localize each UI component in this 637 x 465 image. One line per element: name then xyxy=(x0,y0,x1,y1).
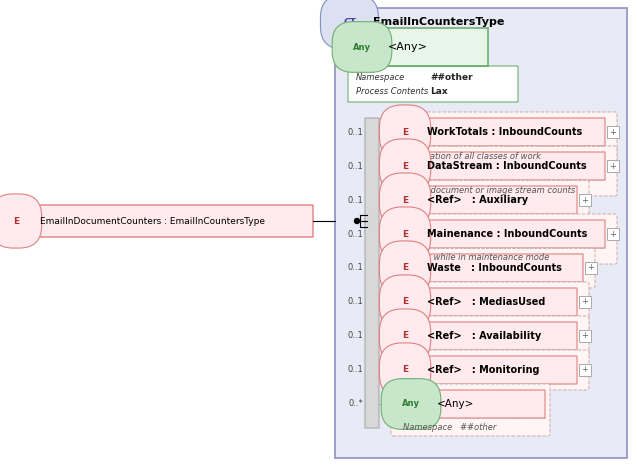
Text: EmailInDocumentCounters : EmailInCountersType: EmailInDocumentCounters : EmailInCounter… xyxy=(40,217,265,226)
FancyBboxPatch shape xyxy=(391,350,589,390)
FancyBboxPatch shape xyxy=(391,146,617,196)
Text: CT: CT xyxy=(343,18,356,27)
Text: 0..1: 0..1 xyxy=(347,230,363,239)
Bar xyxy=(579,296,591,308)
FancyBboxPatch shape xyxy=(397,254,583,282)
FancyBboxPatch shape xyxy=(397,186,577,214)
FancyBboxPatch shape xyxy=(391,112,617,162)
Text: Any: Any xyxy=(402,399,420,408)
Text: <Ref>   : Auxiliary: <Ref> : Auxiliary xyxy=(427,195,528,205)
Text: Namespace   ##other: Namespace ##other xyxy=(403,424,496,432)
Text: Mainenance : InboundCounts: Mainenance : InboundCounts xyxy=(427,229,587,239)
Text: +: + xyxy=(610,230,617,239)
Text: +: + xyxy=(582,195,589,205)
Text: +: + xyxy=(610,161,617,171)
Text: E: E xyxy=(402,298,408,306)
FancyBboxPatch shape xyxy=(397,356,577,384)
Text: user's document or image stream counts: user's document or image stream counts xyxy=(403,186,575,194)
Text: +: + xyxy=(587,264,594,272)
Text: E: E xyxy=(402,195,408,205)
Text: 0..1: 0..1 xyxy=(347,332,363,340)
FancyBboxPatch shape xyxy=(391,180,589,220)
Bar xyxy=(607,160,619,172)
Text: EmailInCountersType: EmailInCountersType xyxy=(373,17,505,27)
FancyBboxPatch shape xyxy=(397,390,545,418)
Bar xyxy=(585,262,597,274)
Text: E: E xyxy=(402,127,408,137)
Text: 0..1: 0..1 xyxy=(347,195,363,205)
Text: E: E xyxy=(402,161,408,171)
Text: DataStream : InboundCounts: DataStream : InboundCounts xyxy=(427,161,587,171)
Text: E: E xyxy=(402,230,408,239)
Bar xyxy=(579,194,591,206)
Text: 0..1: 0..1 xyxy=(347,298,363,306)
Text: Summation of all classes of work: Summation of all classes of work xyxy=(403,152,541,160)
Text: ##other: ##other xyxy=(430,73,473,81)
FancyBboxPatch shape xyxy=(397,118,605,146)
Text: +: + xyxy=(582,365,589,374)
Text: <Any>: <Any> xyxy=(437,399,475,409)
FancyBboxPatch shape xyxy=(397,288,577,316)
Text: Any: Any xyxy=(353,42,371,52)
Bar xyxy=(579,330,591,342)
Text: <Ref>   : Availability: <Ref> : Availability xyxy=(427,331,541,341)
FancyBboxPatch shape xyxy=(335,8,627,458)
Text: +: + xyxy=(582,332,589,340)
Text: E: E xyxy=(402,264,408,272)
Text: WorkTotals : InboundCounts: WorkTotals : InboundCounts xyxy=(427,127,582,137)
FancyBboxPatch shape xyxy=(391,248,595,288)
Circle shape xyxy=(355,219,359,224)
Text: E: E xyxy=(402,332,408,340)
Text: E: E xyxy=(402,365,408,374)
FancyBboxPatch shape xyxy=(397,220,605,248)
FancyBboxPatch shape xyxy=(365,118,379,428)
FancyBboxPatch shape xyxy=(391,282,589,322)
Text: 0..1: 0..1 xyxy=(347,127,363,137)
Text: Waste   : InboundCounts: Waste : InboundCounts xyxy=(427,263,562,273)
FancyBboxPatch shape xyxy=(397,322,577,350)
Bar xyxy=(579,364,591,376)
FancyBboxPatch shape xyxy=(348,66,518,102)
Text: 0..1: 0..1 xyxy=(347,161,363,171)
Bar xyxy=(607,126,619,138)
FancyBboxPatch shape xyxy=(348,28,488,66)
Text: +: + xyxy=(610,127,617,137)
Text: counts while in maintenance mode: counts while in maintenance mode xyxy=(403,253,549,263)
Bar xyxy=(607,228,619,240)
Text: Namespace: Namespace xyxy=(356,73,405,81)
FancyBboxPatch shape xyxy=(391,316,589,356)
FancyBboxPatch shape xyxy=(397,152,605,180)
Text: <Ref>   : Monitoring: <Ref> : Monitoring xyxy=(427,365,540,375)
FancyBboxPatch shape xyxy=(391,214,617,264)
Text: +: + xyxy=(582,298,589,306)
Text: Lax: Lax xyxy=(430,86,448,95)
Text: <Ref>   : MediasUsed: <Ref> : MediasUsed xyxy=(427,297,545,307)
Text: 0..1: 0..1 xyxy=(347,264,363,272)
Text: E: E xyxy=(13,217,19,226)
Text: 0..1: 0..1 xyxy=(347,365,363,374)
FancyBboxPatch shape xyxy=(391,384,550,436)
Text: Process Contents: Process Contents xyxy=(356,86,428,95)
FancyBboxPatch shape xyxy=(8,205,313,237)
Text: 0..*: 0..* xyxy=(348,399,363,408)
Text: <Any>: <Any> xyxy=(388,42,428,52)
